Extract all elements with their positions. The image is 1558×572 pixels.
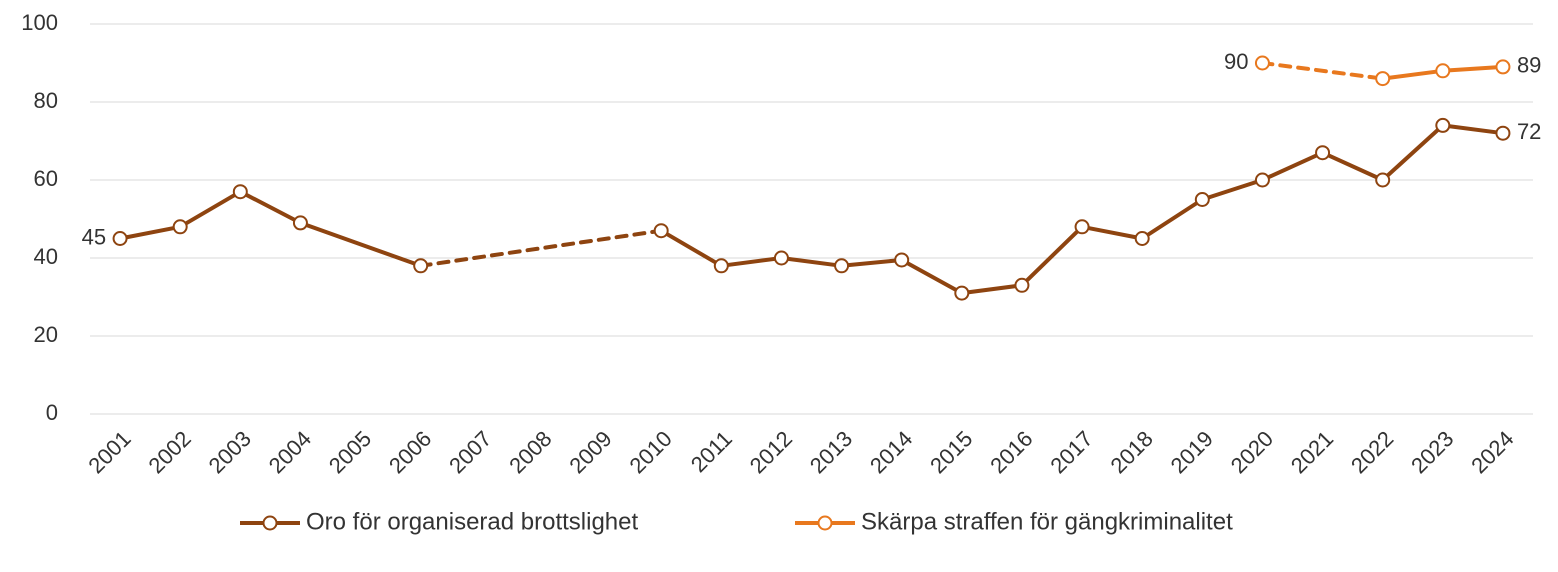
data-label: 89 [1517,53,1541,78]
line-segment [118,224,183,241]
line-segment [1380,123,1445,182]
x-tick-label: 2024 [1466,426,1518,478]
x-tick-label: 2021 [1286,426,1338,478]
marker [1254,172,1270,188]
marker [713,258,729,274]
marker [954,285,970,301]
line-segment [1140,197,1205,241]
marker [232,184,248,200]
x-tick-label: 2016 [985,426,1037,478]
line-segment [298,220,423,268]
marker [1495,125,1511,141]
marker [1014,277,1030,293]
line-segment [1320,150,1385,182]
legend-label: Oro för organiserad brottslighet [306,508,639,535]
marker [1435,117,1451,133]
marker [1074,219,1090,235]
x-tick-label: 2005 [324,426,376,478]
marker [1375,172,1391,188]
x-tick-label: 2007 [444,426,496,478]
legend-marker [817,515,833,531]
x-tick-label: 2023 [1406,426,1458,478]
line-segment [1440,64,1505,73]
marker [1134,231,1150,246]
x-tick-label: 2014 [865,426,917,478]
data-label: 72 [1517,119,1541,144]
data-label: 45 [82,224,106,249]
marker [1375,71,1391,87]
marker [1495,59,1511,75]
marker [653,223,669,239]
line-segment [899,257,964,296]
line-segment [779,256,844,268]
line-segment [238,189,303,225]
line-segment [1260,150,1325,182]
x-tick-label: 2010 [625,426,677,478]
x-tick-label: 2013 [805,426,857,478]
line-segment [1440,123,1505,136]
legend-label: Skärpa straffen för gängkriminalitet [861,508,1233,535]
x-tick-label: 2022 [1346,426,1398,478]
x-tick-label: 2001 [83,426,135,478]
data-label: 90 [1224,49,1248,74]
x-tick-label: 2009 [564,426,616,478]
x-tick-label: 2002 [144,426,196,478]
line-segment [1080,224,1145,241]
marker [413,258,429,274]
marker [172,219,188,235]
marker [773,250,789,266]
line-segment [1380,68,1445,81]
x-tick-label: 2015 [925,426,977,478]
marker [1315,145,1331,161]
x-tick-label: 2018 [1106,426,1158,478]
line-segment [178,189,243,229]
line-segment [659,228,724,268]
x-tick-label: 2008 [504,426,556,478]
y-tick-label: 40 [34,244,58,269]
y-tick-label: 60 [34,166,58,191]
y-tick-label: 100 [21,10,58,35]
legend-marker [262,515,278,531]
x-tick-label: 2003 [204,426,256,478]
marker [1435,63,1451,79]
y-tick-label: 80 [34,88,58,113]
x-tick-label: 2020 [1226,426,1278,478]
x-tick-label: 2019 [1166,426,1218,478]
x-tick-label: 2006 [384,426,436,478]
marker [112,231,128,246]
line-segment [1019,224,1085,288]
marker [834,258,850,274]
x-tick-label: 2011 [686,426,737,477]
marker [292,215,308,231]
x-tick-label: 2012 [745,426,797,478]
x-tick-label: 2017 [1045,426,1097,478]
line-segment [1260,61,1385,81]
y-tick-label: 0 [46,400,58,425]
marker [894,252,910,268]
line-segment [1200,178,1265,202]
y-tick-label: 20 [34,322,58,347]
line-segment [959,283,1024,296]
line-segment [418,228,664,268]
marker [1194,192,1210,207]
line-segment [719,256,784,268]
x-tick-label: 2004 [264,426,316,478]
marker [1254,55,1270,71]
line-segment [839,257,904,268]
